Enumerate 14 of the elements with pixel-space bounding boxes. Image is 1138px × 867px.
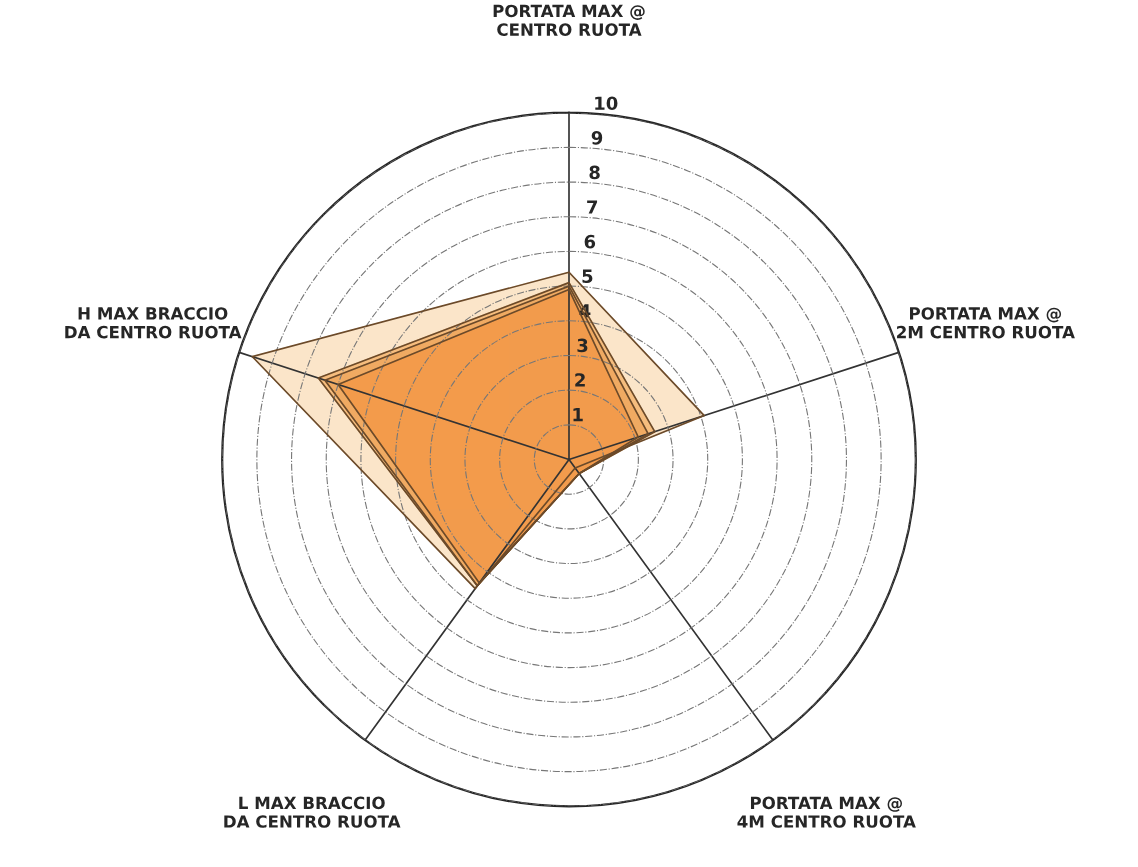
spoke-label: PORTATA MAX @ 4M CENTRO RUOTA (737, 796, 916, 828)
spoke-label: PORTATA MAX @ CENTRO RUOTA (493, 4, 645, 36)
spoke-label: L MAX BRACCIO DA CENTRO RUOTA (224, 796, 401, 828)
y-tick-label: 10 (595, 96, 618, 111)
y-tick-label: 7 (587, 200, 598, 214)
y-tick-label: 6 (584, 234, 596, 249)
y-tick-label: 9 (591, 131, 603, 145)
y-tick-label: 2 (575, 373, 585, 387)
y-tick-label: 3 (577, 338, 588, 353)
spoke-label: PORTATA MAX @ 2M CENTRO RUOTA (897, 307, 1075, 339)
y-tick-label: 8 (589, 165, 600, 180)
spoke-label: H MAX BRACCIO DA CENTRO RUOTA (65, 307, 242, 339)
y-tick-label: 1 (573, 408, 583, 422)
y-tick-label: 5 (582, 269, 593, 284)
